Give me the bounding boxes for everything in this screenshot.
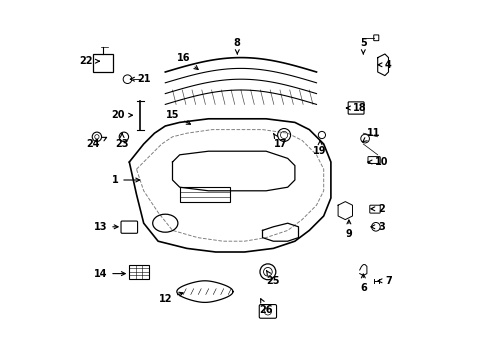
Text: 18: 18: [346, 103, 366, 113]
Text: 1: 1: [111, 175, 140, 185]
Text: 3: 3: [370, 222, 384, 232]
Text: 14: 14: [94, 269, 125, 279]
Text: 15: 15: [165, 110, 190, 124]
Text: 13: 13: [94, 222, 118, 232]
Text: 11: 11: [362, 128, 380, 142]
Text: 19: 19: [313, 140, 326, 156]
Text: 24: 24: [86, 138, 106, 149]
Bar: [129, 265, 149, 279]
Text: 2: 2: [370, 204, 384, 214]
Bar: [179, 187, 230, 202]
Text: 8: 8: [233, 38, 240, 54]
Text: 16: 16: [176, 53, 198, 69]
Text: 20: 20: [112, 110, 132, 120]
Text: 22: 22: [79, 56, 99, 66]
Text: 10: 10: [367, 157, 387, 167]
Text: 6: 6: [359, 274, 366, 293]
Text: 9: 9: [345, 220, 351, 239]
Text: 25: 25: [266, 271, 280, 286]
Text: 23: 23: [115, 133, 128, 149]
Text: 7: 7: [377, 276, 391, 286]
Text: 17: 17: [273, 134, 286, 149]
Text: 21: 21: [130, 74, 150, 84]
Bar: [93, 54, 113, 72]
Text: 5: 5: [359, 38, 366, 54]
Text: 26: 26: [259, 299, 272, 315]
Text: 12: 12: [158, 292, 183, 304]
Text: 4: 4: [377, 60, 391, 70]
